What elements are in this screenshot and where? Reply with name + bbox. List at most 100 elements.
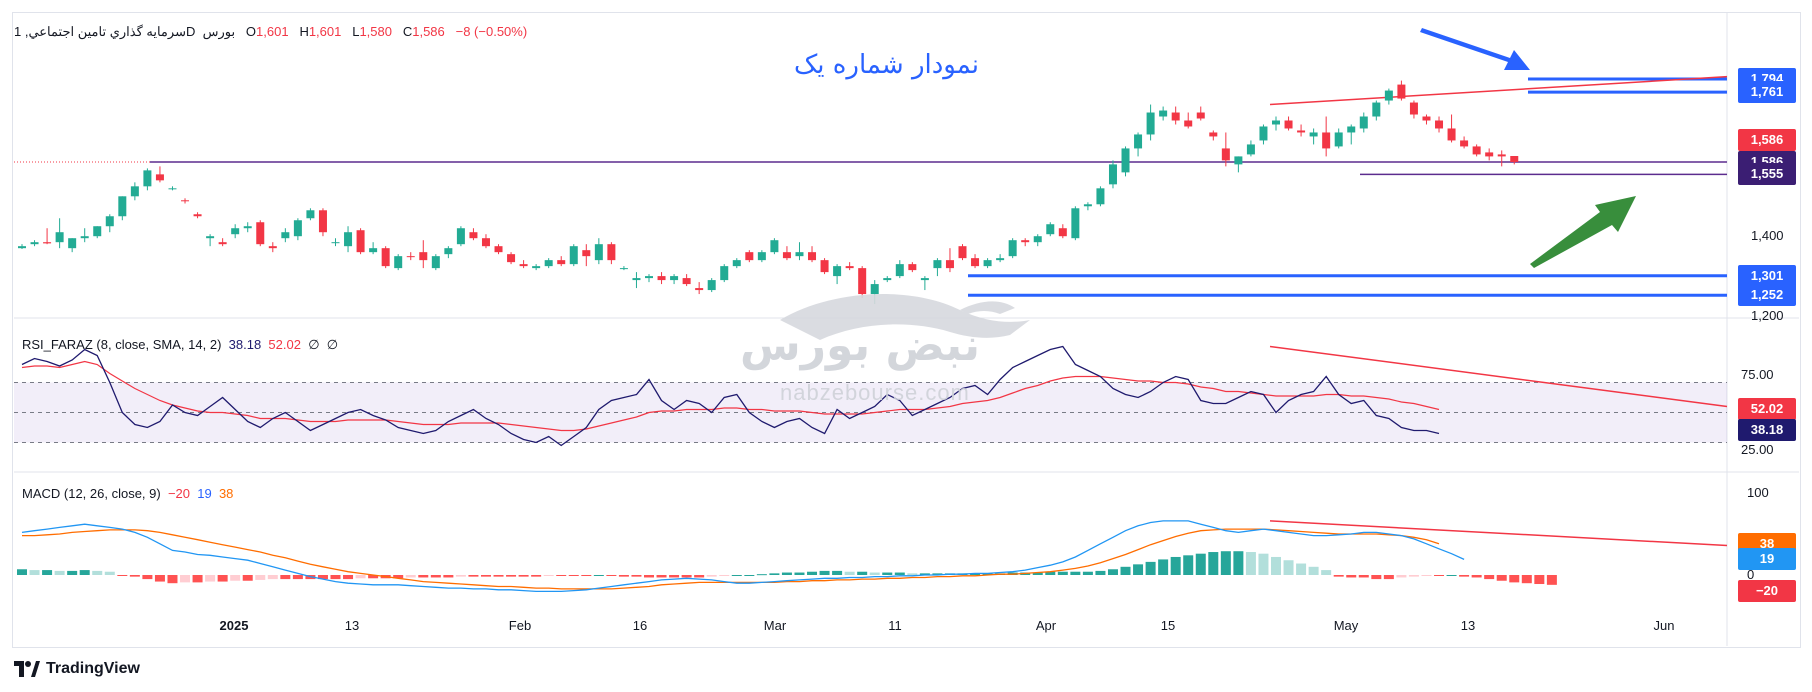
price-badge: 1,555 bbox=[1738, 163, 1796, 186]
macd-hist-bar bbox=[1459, 575, 1470, 577]
macd-hist-bar bbox=[781, 572, 792, 575]
x-tick-label: 2025 bbox=[219, 618, 249, 633]
footer[interactable]: TradingView bbox=[14, 660, 140, 678]
candle-body bbox=[130, 186, 139, 197]
candle-body bbox=[1472, 146, 1481, 155]
candle-body bbox=[870, 284, 879, 295]
candle-body bbox=[958, 246, 967, 259]
candle-body bbox=[1435, 120, 1444, 129]
macd-header[interactable]: MACD (12, 26, close, 9) −20 19 38 bbox=[22, 486, 233, 501]
high-value: 1,601 bbox=[308, 24, 342, 39]
macd-hist-bar bbox=[317, 575, 328, 580]
macd-hist-bar bbox=[330, 575, 341, 580]
macd-hist-bar bbox=[1396, 575, 1407, 578]
rsi-ma-badge: 52.02 bbox=[1738, 398, 1796, 421]
macd-hist-bar bbox=[1321, 570, 1332, 575]
close-value: 1,586 bbox=[412, 24, 445, 39]
macd-hist-bar bbox=[807, 571, 818, 575]
candle-body bbox=[1397, 84, 1406, 99]
macd-hist-bar bbox=[970, 573, 981, 575]
x-tick-label: May bbox=[1333, 618, 1359, 633]
candle-body bbox=[1347, 126, 1356, 133]
price-tick-label: 1,200 bbox=[1751, 308, 1784, 323]
macd-hist-bar bbox=[393, 575, 404, 579]
macd-line bbox=[21, 520, 1465, 593]
candle-body bbox=[1096, 188, 1105, 205]
rsi-header[interactable]: RSI_FARAZ (8, close, SMA, 14, 2) 38.18 5… bbox=[22, 337, 338, 353]
macd-hist-bar bbox=[857, 571, 868, 575]
rsi-line bbox=[21, 345, 1440, 447]
macd-hist-bar bbox=[217, 575, 228, 582]
candle-body bbox=[795, 252, 804, 257]
macd-hist-bar bbox=[618, 575, 629, 577]
candle-body bbox=[1384, 90, 1393, 101]
price-badge: 1,252 bbox=[1738, 284, 1796, 307]
macd-value: 19 bbox=[197, 486, 212, 501]
candle-body bbox=[155, 174, 164, 181]
candle-body bbox=[1083, 204, 1092, 207]
candle-body bbox=[996, 258, 1005, 261]
macd-hist-bar bbox=[368, 575, 379, 579]
x-tick-label: 16 bbox=[632, 618, 648, 633]
macd-hist-bar bbox=[1446, 575, 1457, 576]
candle-body bbox=[1008, 240, 1017, 257]
macd-badge: 19 bbox=[1738, 548, 1796, 571]
macd-hist-bar bbox=[54, 570, 65, 575]
candle-body bbox=[682, 278, 691, 285]
candle-body bbox=[369, 248, 378, 253]
macd-hist-bar bbox=[154, 575, 165, 582]
candle-body bbox=[1510, 156, 1519, 162]
rsi-trendline bbox=[1269, 345, 1728, 408]
macd-hist-bar bbox=[1421, 575, 1432, 576]
macd-hist-bar bbox=[430, 575, 441, 578]
candle-body bbox=[1460, 140, 1469, 147]
candle-body bbox=[1309, 132, 1318, 137]
change-value: −8 (−0.50%) bbox=[455, 24, 528, 39]
candle-body bbox=[532, 266, 541, 269]
candle-body bbox=[757, 252, 766, 261]
low-label: L bbox=[352, 24, 360, 39]
macd-hist-bar bbox=[1183, 555, 1194, 575]
rsi-tick-label: 75.00 bbox=[1741, 367, 1774, 382]
macd-hist-bar bbox=[506, 575, 517, 577]
rsi-badge: 38.18 bbox=[1738, 419, 1796, 442]
macd-hist-bar bbox=[42, 570, 53, 575]
macd-hist-bar bbox=[731, 575, 742, 576]
macd-hist-bar bbox=[1045, 571, 1056, 575]
price-tick-label: 1,400 bbox=[1751, 228, 1784, 244]
blue-arrow-icon bbox=[1420, 28, 1530, 70]
macd-hist-bar bbox=[769, 573, 780, 575]
candle-body bbox=[1284, 120, 1293, 129]
macd-hist-bar bbox=[142, 575, 153, 580]
rsi-value: 38.18 bbox=[228, 337, 262, 352]
candle-body bbox=[1422, 116, 1431, 121]
candle-body bbox=[645, 276, 653, 279]
macd-hist-bar bbox=[1233, 551, 1244, 575]
candle-body bbox=[206, 236, 215, 239]
macd-hist-bar bbox=[844, 571, 855, 575]
candle-body bbox=[118, 196, 127, 217]
candle-body bbox=[770, 240, 779, 253]
macd-hist-bar bbox=[192, 575, 203, 583]
candle-body bbox=[218, 242, 227, 245]
candle-body bbox=[431, 256, 440, 269]
macd-hist-bar bbox=[694, 575, 705, 578]
candle-body bbox=[569, 246, 578, 265]
candle-body bbox=[1272, 120, 1280, 125]
macd-hist-bar bbox=[79, 570, 90, 575]
macd-hist-bar bbox=[1220, 551, 1231, 575]
macd-hist-bar bbox=[255, 575, 266, 580]
candle-body bbox=[256, 222, 265, 245]
candle-body bbox=[268, 246, 277, 249]
macd-tick-label: 0 bbox=[1747, 567, 1755, 582]
macd-hist-bar bbox=[1082, 571, 1093, 575]
green-arrow-icon bbox=[1530, 196, 1636, 268]
macd-hist-bar bbox=[1383, 575, 1394, 580]
candle-body bbox=[1297, 130, 1306, 133]
candle-body bbox=[1071, 208, 1080, 239]
candle-body bbox=[469, 232, 478, 239]
candle-body bbox=[18, 246, 26, 249]
macd-hist-bar bbox=[581, 575, 592, 576]
rsi-empty-2: ∅ bbox=[326, 337, 339, 352]
